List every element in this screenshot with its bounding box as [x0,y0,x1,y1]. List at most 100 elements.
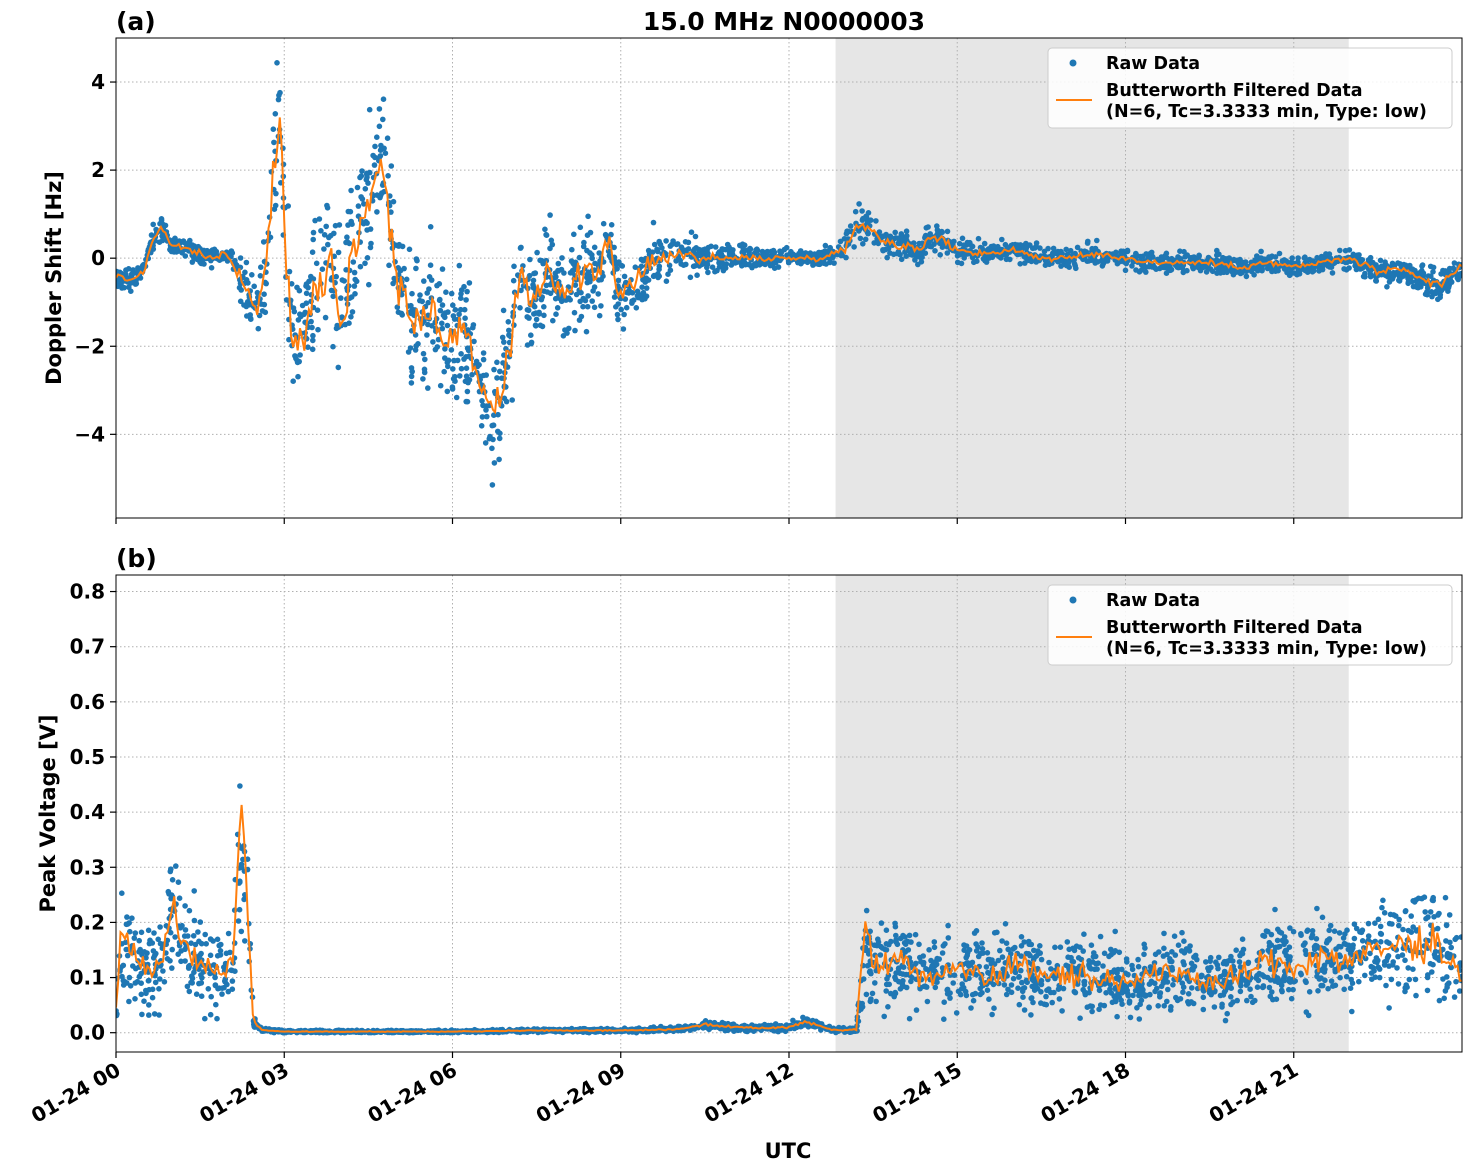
raw-data-point [1058,263,1064,269]
raw-data-point [1125,991,1131,997]
raw-data-point [591,304,598,311]
raw-data-point [975,235,982,242]
raw-data-point [878,920,885,926]
raw-data-point [534,249,540,256]
raw-data-point [541,304,547,310]
raw-data-point [1372,958,1378,965]
raw-data-point [323,223,330,230]
raw-data-point [274,60,280,66]
raw-data-point [1318,253,1325,260]
raw-data-point [1206,967,1212,974]
raw-data-point [435,336,442,343]
raw-data-point [145,927,152,934]
raw-data-point [1200,264,1206,271]
raw-data-point [657,241,664,248]
raw-data-point [596,312,603,319]
raw-data-point [366,106,373,113]
raw-data-point [141,998,147,1004]
raw-data-point [331,230,337,237]
raw-data-point [420,376,426,382]
raw-data-point [422,356,428,363]
raw-data-point [302,309,309,316]
raw-data-point [309,249,316,255]
raw-data-point [1350,945,1356,951]
raw-data-point [1259,266,1265,273]
raw-data-point [865,210,872,216]
raw-data-point [343,267,349,273]
raw-data-point [929,963,935,969]
raw-data-point [462,378,469,385]
raw-data-point [201,247,207,254]
raw-data-point [1207,958,1213,964]
raw-data-point [149,994,156,1001]
raw-data-point [434,344,441,350]
raw-data-point [944,986,951,993]
raw-data-point [587,229,594,236]
raw-data-point [970,997,977,1004]
raw-data-point [908,978,914,985]
raw-data-point [196,938,202,945]
raw-data-point [771,249,778,256]
raw-data-point [131,935,138,941]
raw-data-point [788,248,794,255]
raw-data-point [1412,976,1419,983]
raw-data-point [150,221,156,228]
raw-data-point [942,941,948,947]
raw-data-point [569,269,575,276]
raw-data-point [495,428,501,435]
raw-data-point [385,173,391,179]
raw-data-point [175,879,182,885]
raw-data-point [384,135,391,141]
y-tick-label: −4 [74,422,105,446]
raw-data-point [1237,964,1244,970]
raw-data-point [532,322,539,329]
raw-data-point [1388,976,1395,983]
raw-data-point [564,330,570,336]
raw-data-point [1281,941,1287,948]
raw-data-point [643,278,650,284]
raw-data-point [1073,265,1079,272]
raw-data-point [124,914,130,920]
raw-data-point [466,353,472,360]
raw-data-point [924,998,931,1005]
raw-data-point [205,986,212,992]
raw-data-point [1017,261,1023,267]
raw-data-point [414,257,420,264]
raw-data-point [1356,978,1362,985]
raw-data-point [572,327,578,334]
raw-data-point [1226,957,1232,964]
raw-data-point [457,373,463,379]
raw-data-point [1435,296,1441,303]
raw-data-point [823,261,829,267]
raw-data-point [229,978,236,984]
raw-data-point [1180,984,1187,990]
raw-data-point [944,250,951,256]
raw-data-point [937,252,943,258]
raw-data-point [892,920,898,927]
raw-data-point [1333,946,1339,952]
raw-data-point [1139,985,1145,991]
raw-data-point [1269,989,1275,995]
raw-data-point [989,1011,995,1018]
raw-data-point [1448,944,1454,951]
raw-data-point [1015,985,1021,991]
raw-data-point [1160,980,1167,986]
figure-title: 15.0 MHz N0000003 [643,7,925,36]
raw-data-point [364,171,370,178]
raw-data-point [1325,263,1331,269]
raw-data-point [1286,944,1293,950]
raw-data-point [458,365,465,372]
raw-data-point [1138,267,1145,273]
raw-data-point [524,314,530,320]
raw-data-point [1224,1010,1230,1017]
raw-data-point [1448,964,1454,971]
raw-data-point [456,311,462,318]
raw-data-point [443,289,449,296]
raw-data-point [1406,976,1413,983]
raw-data-point [444,388,451,395]
raw-data-point [608,231,614,238]
raw-data-point [621,273,628,280]
raw-data-point [1093,960,1099,967]
raw-data-point [998,255,1004,261]
raw-data-point [913,1007,920,1013]
